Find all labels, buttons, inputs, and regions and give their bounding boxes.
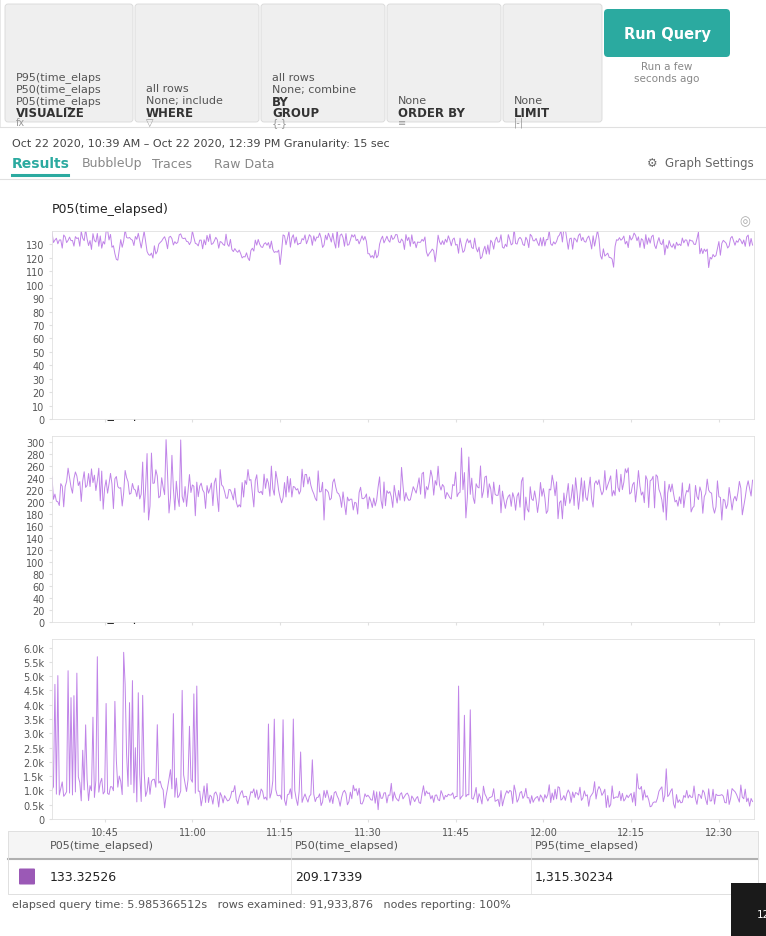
- Text: all rows: all rows: [146, 84, 188, 94]
- Text: |-|: |-|: [514, 118, 524, 128]
- Text: P95(time_elaps: P95(time_elaps: [16, 72, 102, 82]
- Text: Results: Results: [12, 157, 70, 170]
- Text: ◎: ◎: [739, 215, 750, 228]
- Text: P05(time_elapsed): P05(time_elapsed): [50, 840, 154, 851]
- FancyBboxPatch shape: [503, 5, 602, 123]
- Text: P95(time_elapsed): P95(time_elapsed): [52, 610, 169, 623]
- Text: P50(time_elapsed): P50(time_elapsed): [295, 840, 399, 851]
- Text: BY: BY: [272, 95, 289, 109]
- Text: None; include: None; include: [146, 95, 223, 106]
- Bar: [8, 831, 758, 894]
- Text: None: None: [514, 95, 543, 106]
- Text: VISUALIZE: VISUALIZE: [16, 107, 85, 120]
- Text: Oct 22 2020, 10:39 AM – Oct 22 2020, 12:39 PM Granularity: 15 sec: Oct 22 2020, 10:39 AM – Oct 22 2020, 12:…: [12, 139, 390, 149]
- Text: fx: fx: [16, 118, 25, 128]
- Text: LIMIT: LIMIT: [514, 107, 550, 120]
- Text: GROUP: GROUP: [272, 107, 319, 120]
- FancyBboxPatch shape: [135, 5, 259, 123]
- Text: 209.17339: 209.17339: [295, 870, 362, 883]
- FancyBboxPatch shape: [261, 5, 385, 123]
- Text: elapsed query time: 5.985366512s   rows examined: 91,933,876   nodes reporting: : elapsed query time: 5.985366512s rows ex…: [12, 899, 511, 909]
- FancyBboxPatch shape: [387, 5, 501, 123]
- Text: P95(time_elapsed): P95(time_elapsed): [535, 840, 639, 851]
- Text: P50(time_elaps: P50(time_elaps: [16, 84, 102, 95]
- Text: Raw Data: Raw Data: [214, 157, 274, 170]
- FancyBboxPatch shape: [5, 5, 133, 123]
- Text: {-}: {-}: [272, 118, 288, 128]
- Text: BubbleUp: BubbleUp: [82, 157, 142, 170]
- Text: P50(time_elapsed): P50(time_elapsed): [52, 407, 169, 420]
- Text: None: None: [398, 95, 427, 106]
- Text: 133.32526: 133.32526: [50, 870, 117, 883]
- Bar: [0, 0, 766, 128]
- Text: ▽: ▽: [146, 118, 153, 128]
- Text: ORDER BY: ORDER BY: [398, 107, 465, 120]
- Bar: [8, 859, 758, 894]
- Text: None; combine: None; combine: [272, 85, 356, 95]
- Text: all rows: all rows: [272, 73, 315, 83]
- Text: Run Query: Run Query: [624, 26, 710, 41]
- Text: 12:39:39: 12:39:39: [757, 909, 766, 919]
- Text: ⚙  Graph Settings: ⚙ Graph Settings: [647, 157, 754, 170]
- Text: ≡: ≡: [398, 118, 406, 128]
- FancyBboxPatch shape: [19, 869, 35, 885]
- Text: WHERE: WHERE: [146, 107, 194, 120]
- Text: Run a few
seconds ago: Run a few seconds ago: [634, 62, 699, 83]
- Bar: [8, 831, 758, 859]
- FancyBboxPatch shape: [604, 10, 730, 58]
- Text: Traces: Traces: [152, 157, 192, 170]
- Text: 1,315.30234: 1,315.30234: [535, 870, 614, 883]
- Text: P05(time_elapsed): P05(time_elapsed): [52, 203, 169, 216]
- Text: P05(time_elaps: P05(time_elaps: [16, 95, 102, 107]
